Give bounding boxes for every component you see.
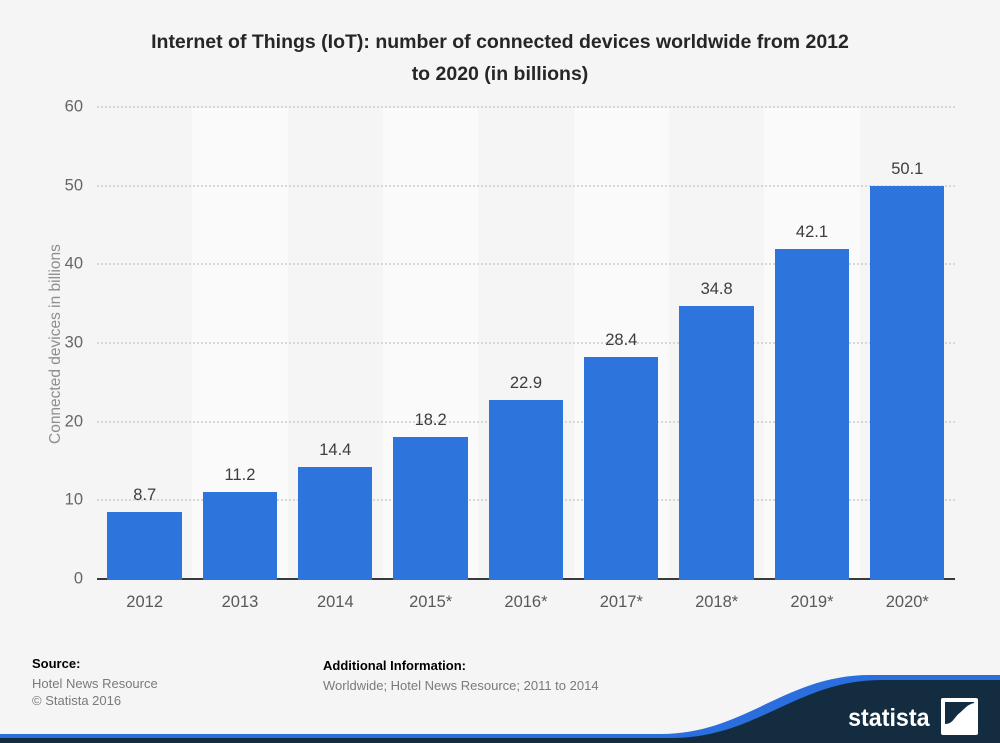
- source-label: Source:: [32, 656, 81, 671]
- additional-info-value: Worldwide; Hotel News Resource; 2011 to …: [323, 678, 599, 693]
- bar-value-label: 50.1: [891, 159, 924, 178]
- y-tick-label: 40: [64, 254, 83, 273]
- h-gridline: 50: [65, 176, 955, 194]
- bar-value-label: 22.9: [509, 373, 543, 392]
- y-tick-label: 30: [64, 333, 83, 352]
- source-block: Source: Hotel News Resource © Statista 2…: [32, 656, 158, 709]
- statista-logo-icon[interactable]: [941, 698, 978, 735]
- bar-value-label: 34.8: [700, 280, 733, 299]
- y-tick-label: 20: [64, 412, 83, 431]
- wave-navy-shape: [0, 680, 1000, 743]
- y-tick-label: 50: [64, 176, 83, 195]
- chart-title-line2: to 2020 (in billions): [411, 63, 589, 85]
- bar[interactable]: [393, 436, 468, 580]
- x-tick-label: 2012: [126, 593, 164, 611]
- y-tick-label: 0: [73, 569, 83, 588]
- copyright-text: © Statista 2016: [32, 693, 122, 708]
- x-tick-label: 2017*: [599, 593, 643, 611]
- bar-column: 18.2 2015*: [383, 108, 478, 611]
- x-tick-label: 2020*: [885, 593, 929, 611]
- bar-column: 14.4 2014: [288, 108, 383, 611]
- h-gridline: 30: [65, 334, 955, 352]
- x-tick-label: 2013: [221, 593, 259, 611]
- x-tick-label: 2016*: [504, 593, 548, 611]
- x-tick-label: 2019*: [790, 593, 834, 611]
- bar-column: 22.9 2016*: [478, 108, 573, 611]
- bar-value-label: 28.4: [605, 330, 638, 349]
- footer-wave: [0, 675, 1000, 743]
- bar-column: 34.8 2018*: [669, 108, 764, 611]
- bar-column: 42.1 2019*: [764, 108, 859, 611]
- chart-title-line1: Internet of Things (IoT): number of conn…: [151, 31, 849, 53]
- bar-column: 28.4 2017*: [574, 108, 669, 611]
- chart-title: Internet of Things (IoT): number of conn…: [0, 26, 1000, 90]
- bar-value-label: 18.2: [414, 410, 447, 429]
- y-tick-label: 60: [64, 97, 83, 116]
- bar-value-label: 11.2: [224, 465, 256, 484]
- bar[interactable]: [298, 466, 373, 580]
- bar-column: 11.2 2013: [192, 108, 287, 611]
- y-axis-title: Connected devices in billions: [47, 244, 64, 444]
- bar-column: 8.7 2012: [97, 108, 192, 611]
- additional-info-block: Additional Information: Worldwide; Hotel…: [323, 658, 599, 694]
- bar-column: 50.1 2020*: [860, 108, 955, 611]
- h-gridline: 40: [65, 255, 955, 273]
- plot-area: 0 10 20 30 40 50 60 8.7 2012 11.2 2013 14.4 2014 18.…: [65, 98, 955, 611]
- additional-info-label: Additional Information:: [323, 658, 466, 673]
- bar[interactable]: [107, 511, 182, 580]
- bar[interactable]: [202, 491, 278, 580]
- columns-layer: 8.7 2012 11.2 2013 14.4 2014 18.2 2015* 22.9 2016…: [97, 108, 955, 611]
- bar-value-label: 8.7: [133, 485, 157, 504]
- y-tick-label: 10: [64, 490, 83, 509]
- bar[interactable]: [870, 185, 945, 580]
- statista-wordmark[interactable]: statista: [848, 704, 930, 732]
- source-value: Hotel News Resource: [32, 676, 158, 691]
- bar[interactable]: [584, 356, 659, 580]
- bar-value-label: 14.4: [319, 440, 352, 459]
- x-tick-label: 2015*: [409, 593, 453, 611]
- bar[interactable]: [774, 248, 850, 580]
- statista-branding[interactable]: statista: [700, 683, 1000, 743]
- h-gridline: 60: [65, 98, 955, 116]
- bar-value-label: 42.1: [795, 222, 829, 241]
- bar[interactable]: [488, 399, 564, 580]
- x-tick-label: 2018*: [695, 593, 739, 611]
- bar[interactable]: [679, 306, 754, 580]
- x-tick-label: 2014: [316, 593, 354, 611]
